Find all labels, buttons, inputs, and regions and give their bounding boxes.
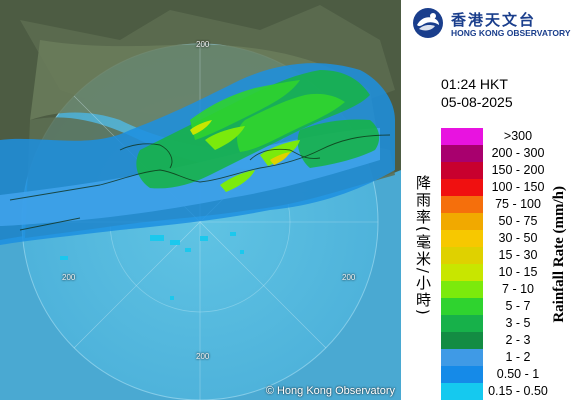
legend-label: 200 - 300 xyxy=(491,146,545,160)
radar-image xyxy=(0,0,401,400)
legend-label: 7 - 10 xyxy=(502,282,534,296)
range-ring-label: 200 xyxy=(196,352,210,361)
legend-label: 100 - 150 xyxy=(491,180,545,194)
legend-label: 0.15 - 0.50 xyxy=(488,384,548,398)
radar-date: 05-08-2025 xyxy=(441,94,513,110)
legend-label: 75 - 100 xyxy=(495,197,541,211)
legend-color-swatch xyxy=(441,298,483,315)
coastlines xyxy=(9,134,391,231)
radar-map: 200 200 200 200 © Hong Kong Observatory xyxy=(0,0,401,400)
legend-label: 0.50 - 1 xyxy=(496,367,540,381)
legend-color-swatch xyxy=(441,383,483,400)
rain-echo-scatter xyxy=(60,232,244,300)
legend-label: 50 - 75 xyxy=(498,214,538,228)
legend-label: 3 - 5 xyxy=(505,316,531,330)
legend-label: >300 xyxy=(503,129,533,143)
legend-label: 150 - 200 xyxy=(491,163,545,177)
copyright-notice: © Hong Kong Observatory xyxy=(265,385,395,397)
logo-name-english: HONG KONG OBSERVATORY xyxy=(451,28,571,38)
range-ring-label: 200 xyxy=(196,40,210,49)
hko-emblem-icon xyxy=(413,8,443,38)
legend-color-swatch xyxy=(441,179,483,196)
legend-color-swatch xyxy=(441,230,483,247)
legend-label: 30 - 50 xyxy=(498,231,538,245)
legend-color-swatch xyxy=(441,332,483,349)
legend-color-swatch xyxy=(441,128,483,145)
legend-color-swatch xyxy=(441,264,483,281)
legend-label: 10 - 15 xyxy=(498,265,538,279)
rain-cell-green xyxy=(297,119,380,168)
legend-label: 1 - 2 xyxy=(505,350,531,364)
legend-color-swatch xyxy=(441,281,483,298)
rain-cell-yellow-green xyxy=(205,126,245,150)
rain-cell-yellow-green xyxy=(260,140,300,166)
rain-cell-bright-green xyxy=(237,93,345,152)
logo-name-chinese: 香港天文台 xyxy=(451,11,537,29)
rain-cell-yellow-green xyxy=(220,170,255,192)
range-ring-label: 200 xyxy=(62,273,76,282)
rain-cell-yellow xyxy=(270,152,290,165)
hko-logo: 香港天文台 HONG KONG OBSERVATORY xyxy=(411,6,577,42)
legend-color-swatch xyxy=(441,315,483,332)
legend-color-swatch xyxy=(441,162,483,179)
legend-color-swatch xyxy=(441,366,483,383)
legend-title-chinese: 降雨率(毫米/小時) xyxy=(414,175,432,317)
range-ring-label: 200 xyxy=(342,273,356,282)
legend-color-swatch xyxy=(441,213,483,230)
legend-title-english: Rainfall Rate (mm/h) xyxy=(551,186,567,323)
rain-cell-yellow-green xyxy=(190,120,212,135)
legend-panel: 香港天文台 HONG KONG OBSERVATORY 01:24 HKT 05… xyxy=(401,0,577,400)
legend-label: 2 - 3 xyxy=(505,333,531,347)
legend-color-swatch xyxy=(441,247,483,264)
legend-color-swatch xyxy=(441,196,483,213)
legend-color-swatch xyxy=(441,145,483,162)
rain-cell-bright-green xyxy=(190,80,300,140)
legend-color-swatch xyxy=(441,349,483,366)
legend-label: 15 - 30 xyxy=(498,248,538,262)
radar-time: 01:24 HKT xyxy=(441,76,508,92)
legend-label: 5 - 7 xyxy=(505,299,531,313)
